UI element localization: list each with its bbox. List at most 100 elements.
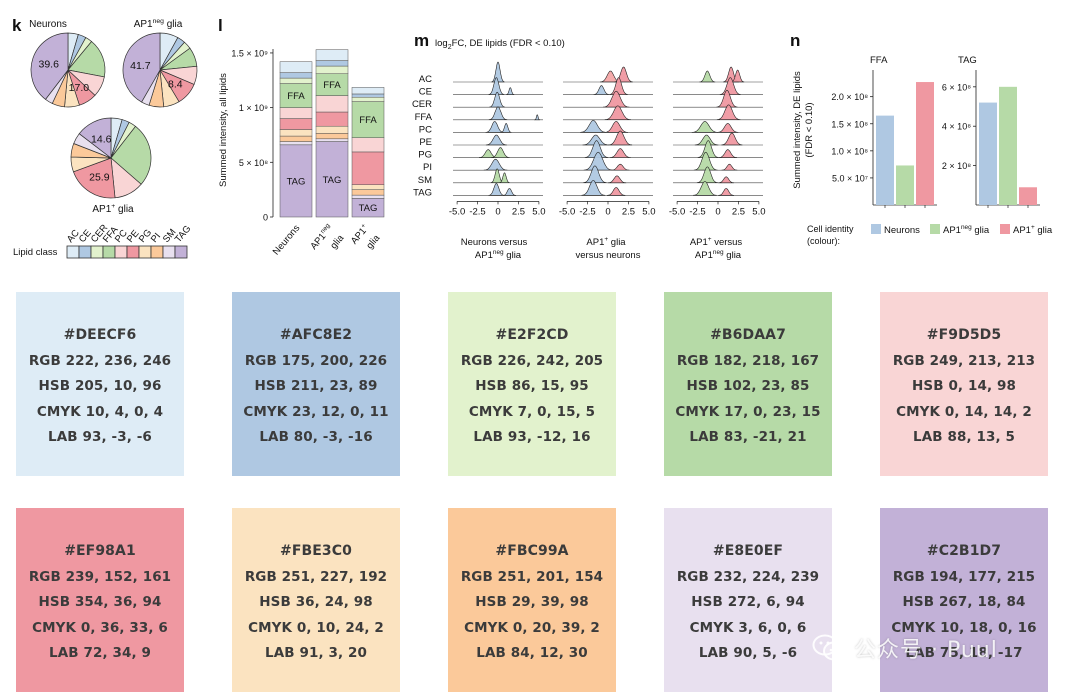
wechat-icon [812,634,845,661]
m-ridge-1-SM-1 [607,175,627,184]
m-ridge-0-TAG-0 [488,183,505,196]
m-ridge-2-AC-0 [699,70,716,83]
m-ridge-2-SM-0 [696,166,718,183]
color-swatch-card: #C2B1D7 RGB 194, 177, 215 HSB 267, 18, 84 C… [880,508,1048,692]
m-row-label-PG: PG [418,150,432,161]
lipid-class-legend-title: Lipid class [13,247,58,258]
stacked-bar-0-PE [279,118,313,130]
stacked-bar-0-PC [279,107,313,119]
swatch-cmyk: CMYK 7, 0, 15, 5 [468,403,596,420]
m-ridge-2-CE-0 [719,77,741,95]
stacked-bar-1-PG [315,125,349,134]
color-swatch-card: #B6DAA7 RGB 182, 218, 167 HSB 102, 23, 85 C… [664,292,832,476]
m-ridge-0-PC-1 [500,123,512,133]
swatch-lab: LAB 84, 12, 30 [476,645,588,662]
stacked-bar-0-PG [279,129,313,137]
m-xlabel-2-1: versus neurons [576,250,641,261]
m-xlabel-1-0: Neurons versus [461,237,528,248]
stacked-bar-1-CER [315,65,349,74]
swatch-cmyk: CMYK 0, 14, 14, 2 [896,403,1032,420]
swatch-lab: LAB 88, 13, 5 [913,429,1015,446]
color-swatch-card: #F9D5D5 RGB 249, 213, 213 HSB 0, 14, 98 CMY… [880,292,1048,476]
swatch-hex: #F9D5D5 [926,327,1002,344]
m-ridge-0-SM-1 [499,172,510,183]
n-legend-title-2: (colour): [807,236,840,246]
stacked-bar-0-SM [279,141,313,146]
swatch-cmyk: CMYK 17, 0, 23, 15 [675,403,821,420]
legend-swatch-PI [150,245,164,259]
bar-segment-label-2-TAG: TAG [359,203,378,214]
m-ridge-2-PG-0 [697,140,719,158]
swatch-cmyk: CMYK 3, 6, 0, 6 [689,619,807,636]
m-ridge-2-AC-2 [731,69,745,83]
stacked-bar-0-FFA [279,83,313,108]
m-x-tick-label-2-2: 0 [715,206,720,217]
stacked-bar-1-AC [315,49,349,61]
m-x-tick-label-1-3: 2.5 [622,206,635,217]
m-x-tick-label-1-2: 0 [605,206,610,217]
legend-swatch-PE [126,245,140,259]
n-y-tick-label-0-3: 2.0 × 10⁸ [831,92,868,102]
n-legend-label-2: AP1+ glia [1013,224,1053,236]
swatch-rgb: RGB 251, 227, 192 [244,568,388,585]
m-ridge-1-CE-0 [593,85,610,95]
n-legend-label-0: Neurons [884,225,920,236]
swatch-cmyk: CMYK 0, 36, 33, 6 [32,619,168,636]
bar-segment-label-1-FFA: FFA [323,80,341,91]
m-x-tick-label-0-4: 5.0 [532,206,545,217]
bar-segment-label-0-FFA: FFA [287,91,305,102]
pie-value-label-AP1plus-1: 25.9 [89,172,110,184]
swatch-hsb: HSB 36, 24, 98 [259,594,373,611]
pie-title-Neurons: Neurons [29,19,67,30]
m-ridge-1-TAG-0 [581,180,606,196]
stacked-bar-2-PG [351,184,385,190]
panel-label-m: m [414,31,429,50]
m-x-tick-label-2-3: 2.5 [732,206,745,217]
color-swatch-card: #DEECF6 RGB 222, 236, 246 HSB 205, 10, 96 C… [16,292,184,476]
m-row-label-FFA: FFA [415,112,433,123]
l-y-tick-label-3: 1.5 × 10⁹ [231,48,268,58]
swatch-rgb: RGB 239, 152, 161 [28,568,172,585]
legend-swatch-PG [138,245,152,259]
m-ridge-2-PI-1 [721,163,738,171]
n-subplot-title-TAG: TAG [958,55,977,66]
legend-swatch-PC [114,245,128,259]
m-row-label-SM: SM [418,175,432,186]
swatch-hex: #AFC8E2 [279,327,353,344]
bar-segment-label-1-TAG: TAG [323,175,342,186]
m-x-tick-label-0-0: -5.0 [449,206,465,217]
l-x-label-neurons: Neurons [271,223,303,258]
n-y-tick-label-0-1: 1.0 × 10⁸ [831,146,868,156]
pie-slice-AP1neg-TAG [122,32,161,103]
m-ridge-0-TAG-1 [502,188,517,196]
swatch-rgb: RGB 249, 213, 213 [892,352,1036,369]
m-ridge-0-PG-1 [491,147,510,158]
m-row-label-CER: CER [412,99,432,110]
swatch-hsb: HSB 272, 6, 94 [691,594,805,611]
n-subplot-title-FFA: FFA [870,55,888,66]
pie-slice-AP1plus-FFA [110,125,152,185]
n-y-tick-label-1-1: 4 × 10⁸ [942,122,971,132]
n-bar-FFA-2 [916,82,934,205]
m-ridge-2-PE-1 [721,132,743,146]
swatch-lab: LAB 93, -12, 16 [473,429,591,446]
m-ridge-0-PC-0 [485,121,504,133]
swatch-cmyk: CMYK 0, 10, 24, 2 [248,619,384,636]
pie-slice-Neurons-TAG [30,32,69,100]
swatch-lab: LAB 90, 5, -6 [698,645,798,662]
l-y-tick-label-0: 0 [263,213,268,223]
stacked-bar-2-CER [351,96,385,102]
m-ridge-0-PE-0 [485,134,507,146]
m-xlabel-1-2: AP1+ versus [690,236,743,248]
swatch-hex: #EF98A1 [64,543,136,560]
stacked-bar-1-PE [315,111,349,127]
n-legend-swatch-0 [871,224,881,234]
m-ridge-0-FFA-1 [533,114,541,121]
pie-title-AP1plus: AP1+ glia [92,203,134,215]
n-bar-TAG-2 [1019,187,1037,205]
m-row-label-AC: AC [419,74,432,85]
n-legend-title-1: Cell identity [807,224,854,234]
panel-label-k: k [12,16,22,35]
n-y-tick-label-1-0: 2 × 10⁸ [942,161,971,171]
stacked-bar-0-PI [279,135,313,142]
